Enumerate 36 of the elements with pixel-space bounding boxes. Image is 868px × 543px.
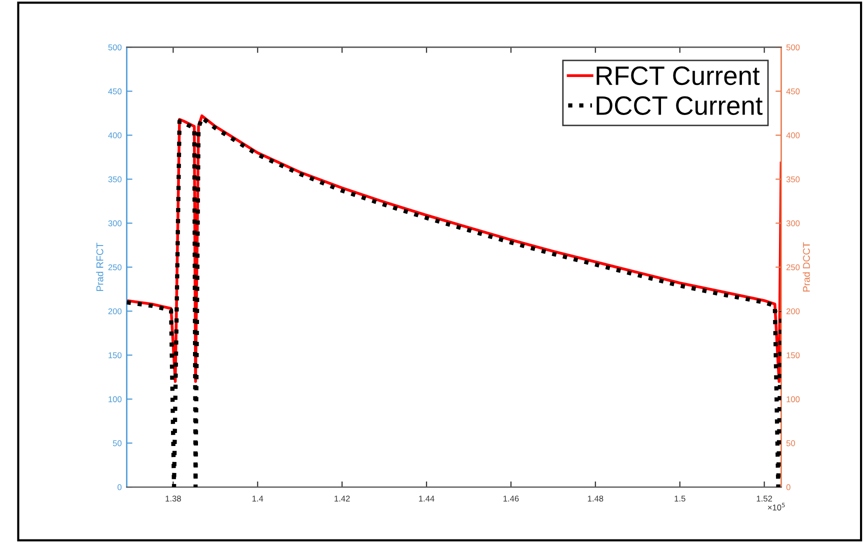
y-tick-label: 100 <box>108 396 122 402</box>
y2-tick-label: 500 <box>786 44 800 50</box>
text: ×10$^{5}$ <box>768 502 785 510</box>
y2-tick-label: 300 <box>786 220 800 226</box>
y-tick-label: 450 <box>108 88 122 94</box>
x-tick-label: 1.5 <box>674 496 686 502</box>
x-tick-label: 1.4 <box>252 496 264 502</box>
y2-tick-label: 100 <box>786 396 800 402</box>
x-tick-label: 1.52 <box>756 496 772 502</box>
y2-tick-label: 400 <box>786 132 800 138</box>
line-series <box>126 116 782 488</box>
y2-tick-label: 0 <box>786 484 790 490</box>
y2-tick-label: 450 <box>786 88 800 94</box>
y-tick-label: 300 <box>108 220 122 226</box>
y2-axis-title: Prad DCCT <box>802 242 810 292</box>
y-tick-label: 150 <box>108 352 122 358</box>
legend-label: RFCT Current <box>596 66 760 86</box>
x-tick-label: 1.44 <box>419 496 434 502</box>
y-tick-label: 250 <box>108 264 122 270</box>
y2-tick-label: 150 <box>786 352 800 358</box>
y-tick-label: 400 <box>108 132 122 138</box>
x-tick-label: 1.42 <box>334 496 350 502</box>
x-tick-label: 1.48 <box>588 496 604 502</box>
legend-label: DCCT Current <box>596 96 763 115</box>
y-axis-title: Prad RFCT <box>96 242 104 291</box>
y2-tick-label: 50 <box>786 440 796 446</box>
x-tick-label: 1.46 <box>503 496 519 502</box>
y-tick-label: 0 <box>118 484 122 490</box>
x-tick-label: 1.38 <box>166 496 181 502</box>
y2-tick-label: 250 <box>786 264 800 270</box>
y-tick-label: 500 <box>108 44 122 50</box>
y-tick-label: 350 <box>108 176 122 182</box>
y-tick-label: 50 <box>112 440 122 446</box>
y2-tick-label: 200 <box>786 308 800 314</box>
y2-tick-label: 350 <box>786 176 800 182</box>
y-tick-label: 200 <box>108 308 122 314</box>
